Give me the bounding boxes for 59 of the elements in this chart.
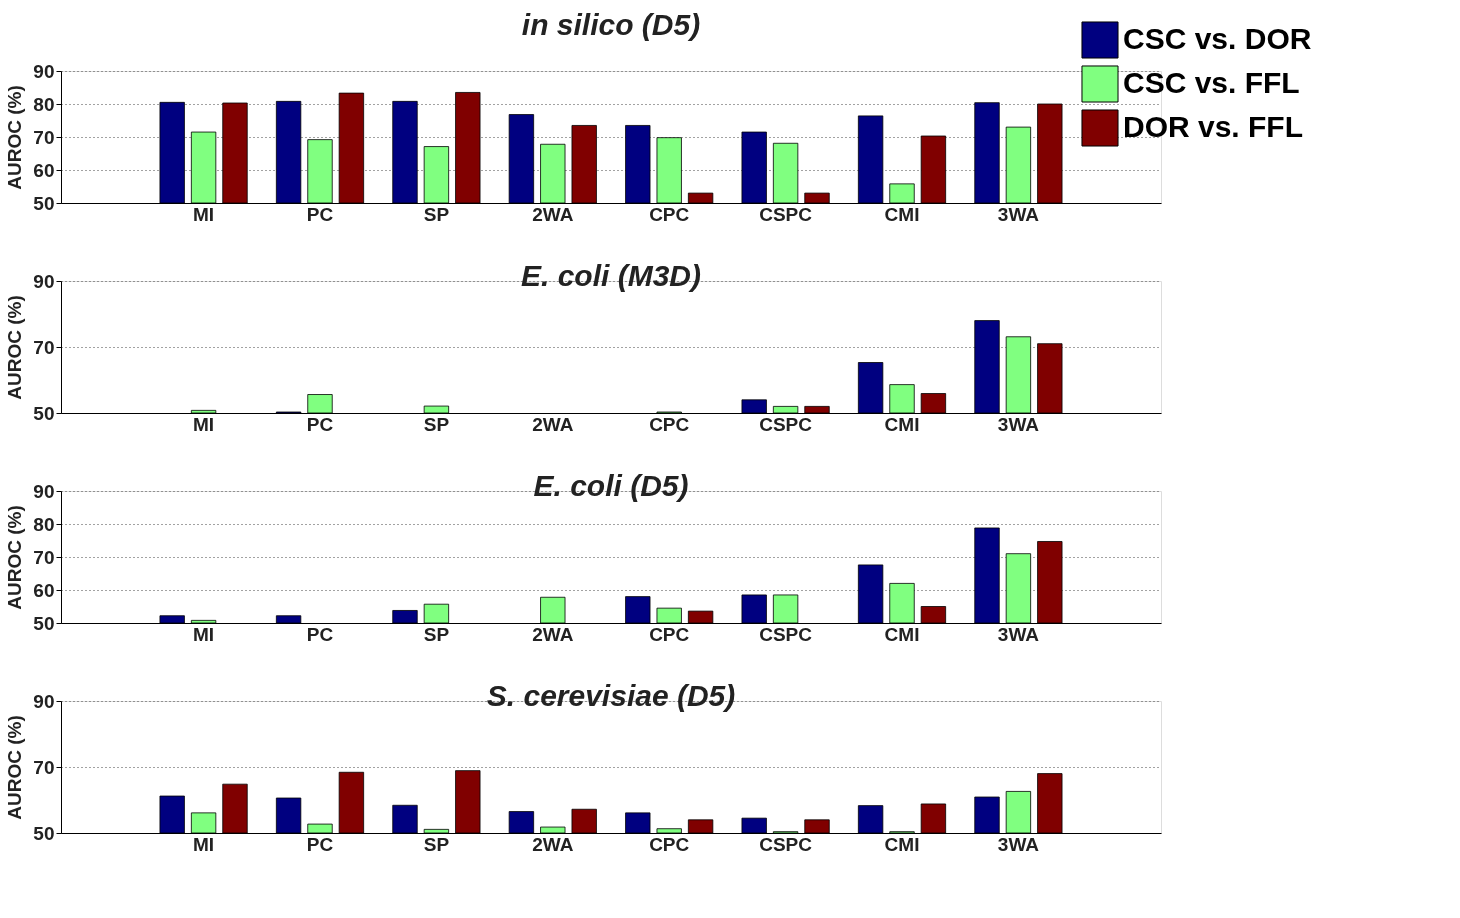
y-tick-label: 70 [33,546,55,568]
y-tick-label: 50 [33,402,55,424]
x-tick-label: CSPC [759,833,813,855]
x-tick-label: MI [193,203,215,225]
x-tick-label: 2WA [532,623,574,645]
x-tick-label: 2WA [532,203,574,225]
legend-label: DOR vs. FFL [1123,110,1304,143]
x-tick-label: PC [306,623,334,645]
x-tick-label: CPC [649,203,690,225]
x-tick-label: CMI [884,833,920,855]
y-tick-label: 90 [33,270,55,292]
x-tick-label: SP [423,833,450,855]
x-tick-label: CMI [884,203,920,225]
x-tick-label: PC [306,203,334,225]
y-tick-label: 60 [33,579,55,601]
y-tick-label: 70 [33,756,55,778]
chart-title: E. coli (M3D) [520,259,702,292]
x-tick-label: CPC [649,623,690,645]
x-tick-label: 2WA [532,413,574,435]
legend-label: CSC vs. FFL [1123,66,1300,99]
x-tick-label: CSPC [759,623,813,645]
x-tick-label: 3WA [997,623,1040,645]
x-tick-label: CPC [649,833,690,855]
x-tick-label: 2WA [532,833,574,855]
y-tick-label: 70 [33,126,55,148]
x-tick-label: CSPC [759,413,813,435]
y-axis-title: AUROC (%) [4,85,26,190]
y-axis-title: AUROC (%) [4,295,26,400]
x-tick-label: CSPC [759,203,813,225]
x-tick-label: SP [423,413,450,435]
x-tick-label: MI [193,833,215,855]
legend-label: CSC vs. DOR [1123,22,1312,55]
x-tick-label: SP [423,623,450,645]
y-tick-label: 90 [33,690,55,712]
x-tick-label: CMI [884,623,920,645]
y-axis-title: AUROC (%) [4,505,26,610]
x-tick-label: MI [193,413,215,435]
x-tick-label: 3WA [997,833,1040,855]
y-tick-label: 90 [33,60,55,82]
y-tick-label: 50 [33,612,55,634]
x-tick-label: 3WA [997,203,1040,225]
x-tick-label: CMI [884,413,920,435]
y-tick-label: 50 [33,822,55,844]
x-tick-label: 3WA [997,413,1040,435]
y-tick-label: 80 [33,513,55,535]
x-tick-label: CPC [649,413,690,435]
y-tick-label: 60 [33,159,55,181]
x-tick-label: PC [306,413,334,435]
x-tick-label: MI [193,623,215,645]
y-axis-title: AUROC (%) [4,715,26,820]
y-tick-label: 70 [33,336,55,358]
y-tick-label: 80 [33,93,55,115]
y-tick-label: 90 [33,480,55,502]
y-tick-label: 50 [33,192,55,214]
x-tick-label: PC [306,833,334,855]
chart-title: S. cerevisiae (D5) [486,679,736,712]
chart-title: E. coli (D5) [533,469,689,502]
x-tick-label: SP [423,203,450,225]
chart-title: in silico (D5) [521,8,701,41]
